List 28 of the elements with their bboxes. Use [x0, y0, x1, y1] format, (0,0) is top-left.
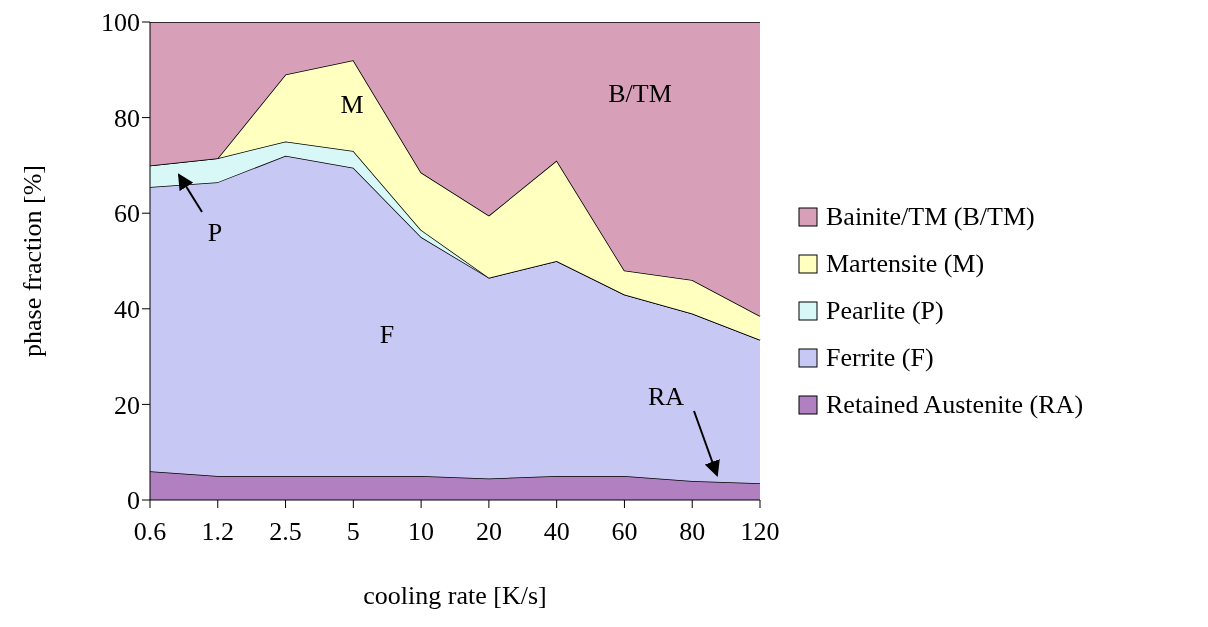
x-axis-title: cooling rate [K/s] — [363, 581, 547, 610]
legend-label: Pearlite (P) — [826, 295, 944, 326]
legend-label: Ferrite (F) — [826, 342, 934, 373]
y-tick-label: 40 — [114, 295, 140, 325]
annotation: P — [207, 217, 223, 247]
x-tick-label: 60 — [611, 517, 638, 547]
x-tick-label: 10 — [408, 517, 435, 547]
legend-label: Bainite/TM (B/TM) — [826, 201, 1035, 232]
annotation: RA — [647, 381, 685, 411]
x-tick-label: 40 — [543, 517, 570, 547]
x-tick-label: 0.6 — [133, 517, 167, 547]
x-tick-label: 20 — [475, 517, 502, 547]
annotation: B/TM — [608, 78, 672, 108]
y-tick-label: 0 — [127, 486, 140, 516]
y-axis-title: phase fraction [%] — [18, 164, 48, 358]
y-tick-label: 80 — [114, 103, 140, 133]
legend-label: Martensite (M) — [826, 248, 985, 279]
y-tick-label: 100 — [101, 8, 140, 38]
y-tick-label: 60 — [114, 199, 140, 229]
x-tick-label: 2.5 — [269, 517, 302, 547]
x-tick-label: 120 — [740, 517, 780, 547]
x-tick-label: 1.2 — [201, 517, 235, 547]
annotation: F — [379, 319, 395, 349]
x-tick-label: 5 — [346, 517, 360, 547]
y-tick-label: 20 — [114, 390, 140, 420]
legend-label: Retained Austenite (RA) — [826, 389, 1084, 420]
x-tick-label: 80 — [679, 517, 706, 547]
annotation: M — [340, 89, 364, 119]
